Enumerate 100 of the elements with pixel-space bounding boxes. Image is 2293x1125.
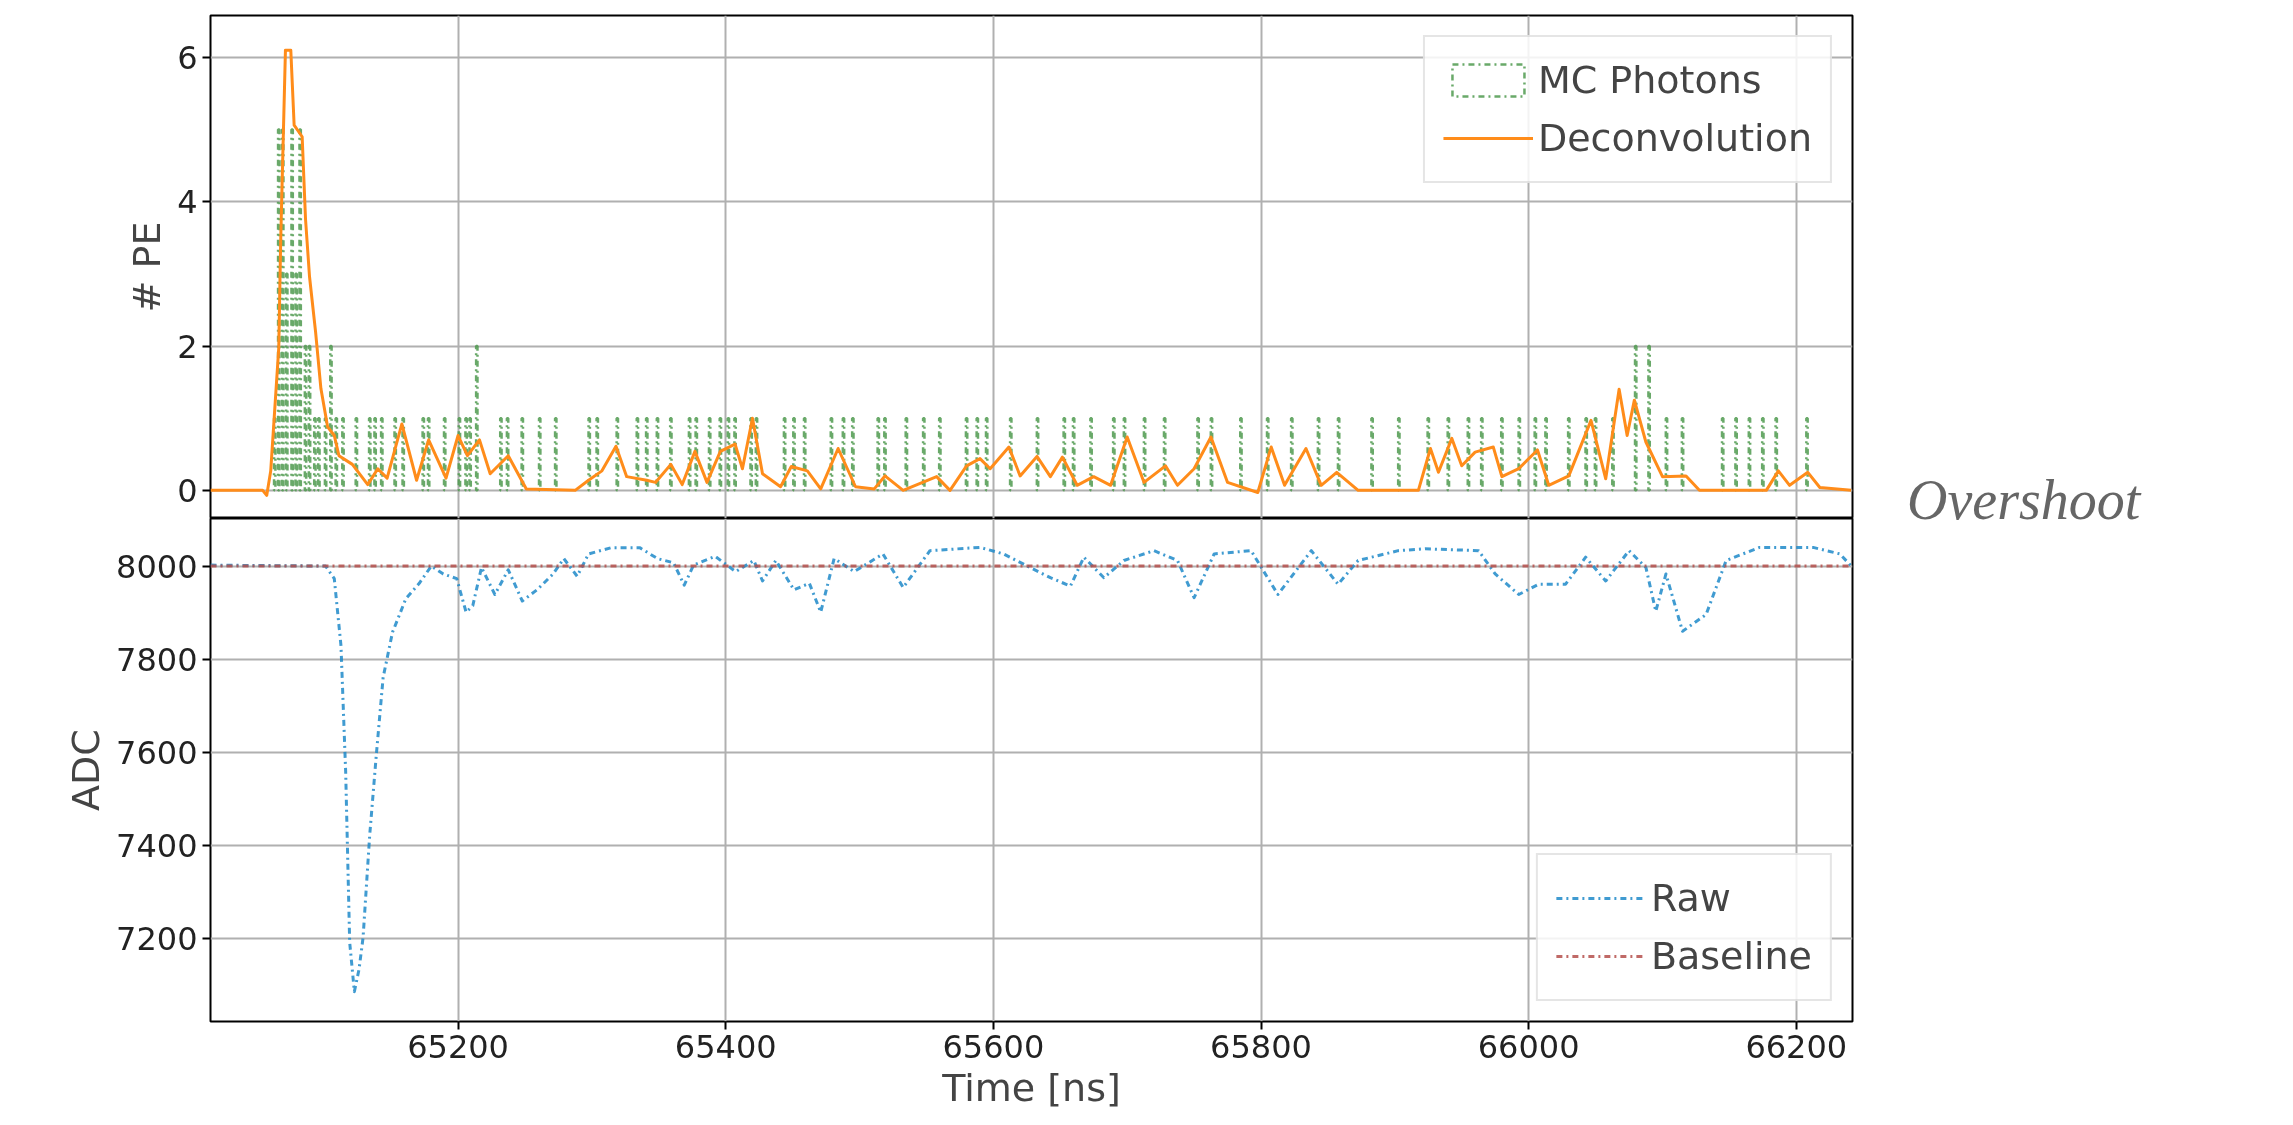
line-series	[210, 48, 1853, 497]
bar	[841, 416, 846, 492]
x-tick-label: 66000	[1477, 1027, 1580, 1066]
bar	[964, 416, 969, 492]
y-tick-label: 2	[177, 327, 198, 366]
bar	[354, 416, 359, 492]
bar	[733, 416, 737, 492]
bar	[937, 416, 942, 492]
bar	[312, 416, 317, 492]
bar	[1122, 416, 1127, 492]
bar	[307, 344, 312, 492]
bar	[1446, 416, 1451, 492]
bar	[1008, 416, 1013, 492]
bar	[635, 416, 640, 492]
bar	[587, 416, 592, 492]
bar	[792, 416, 796, 492]
line-series	[210, 545, 1853, 994]
bar	[782, 416, 787, 492]
bar	[595, 416, 600, 492]
y-axis-title: ADC	[64, 729, 109, 811]
y-tick-label: 7200	[116, 920, 198, 959]
bar	[303, 344, 308, 492]
bar	[426, 416, 431, 492]
y-tick-label: 7400	[116, 827, 198, 866]
x-tick-label: 66200	[1745, 1027, 1848, 1066]
bar	[644, 416, 649, 492]
bar	[276, 128, 281, 492]
bar	[615, 416, 620, 492]
bar	[1071, 416, 1076, 492]
x-tick-label: 65400	[674, 1027, 777, 1066]
bar	[850, 416, 855, 492]
bar	[464, 416, 469, 492]
bar	[1647, 344, 1652, 492]
bar	[393, 416, 398, 492]
bar	[975, 416, 980, 492]
bar	[1479, 416, 1484, 492]
bar	[718, 416, 723, 492]
bar	[341, 416, 345, 492]
bar	[668, 416, 673, 492]
bar	[1566, 416, 1571, 492]
bar	[1544, 416, 1548, 492]
legend-label: MC Photons	[1537, 57, 1762, 104]
bar	[904, 416, 909, 492]
bar	[707, 416, 712, 492]
bar	[694, 416, 699, 492]
bar	[1289, 416, 1294, 492]
bar	[1533, 416, 1538, 492]
bar	[537, 416, 542, 492]
bar	[553, 416, 558, 492]
bar	[1239, 416, 1243, 492]
x-tick-label: 65800	[1210, 1027, 1312, 1066]
y-tick-label: 7600	[116, 734, 198, 773]
y-axis-title: # PE	[125, 221, 170, 313]
legend-label: Baseline	[1650, 933, 1812, 980]
bar	[1142, 416, 1147, 492]
bar	[457, 416, 462, 492]
bar	[1584, 416, 1589, 492]
bar	[298, 128, 303, 492]
bar	[802, 416, 807, 492]
bar	[1426, 416, 1431, 492]
bar	[1316, 416, 1321, 492]
bar	[1035, 416, 1040, 492]
bar	[687, 416, 692, 492]
x-axis-title: Time [ns]	[941, 1065, 1121, 1110]
text: Overshoot	[1907, 468, 2141, 533]
bar	[1162, 416, 1167, 492]
bar	[1499, 416, 1504, 492]
bar	[1265, 416, 1270, 492]
bar	[1664, 416, 1669, 492]
bar	[1466, 416, 1471, 492]
bar	[316, 416, 321, 492]
bar	[421, 416, 426, 492]
y-tick-label: 0	[177, 471, 198, 510]
bar	[401, 416, 406, 492]
bar	[876, 416, 881, 492]
y-tick-label: 6	[177, 38, 198, 77]
bar	[1680, 416, 1685, 492]
bar	[520, 416, 525, 492]
y-tick-label: 8000	[116, 547, 198, 586]
x-tick-label: 65200	[407, 1027, 509, 1066]
bar	[442, 416, 447, 492]
bar	[726, 416, 731, 492]
bar	[1805, 416, 1809, 492]
bar	[379, 416, 384, 492]
y-tick-label: 7800	[116, 640, 198, 679]
x-tick-label: 65600	[942, 1027, 1045, 1066]
bar	[829, 416, 834, 492]
bar	[1593, 416, 1598, 492]
bar	[984, 416, 989, 492]
legend-label: Deconvolution	[1537, 115, 1812, 162]
bar	[1062, 416, 1067, 492]
bar	[883, 416, 887, 492]
bar	[1196, 416, 1201, 492]
bar	[749, 416, 754, 492]
bar	[921, 416, 926, 492]
bar	[280, 128, 285, 492]
bar	[474, 344, 479, 492]
bar	[1336, 416, 1341, 492]
bar	[1209, 416, 1214, 492]
bar	[1089, 416, 1093, 492]
